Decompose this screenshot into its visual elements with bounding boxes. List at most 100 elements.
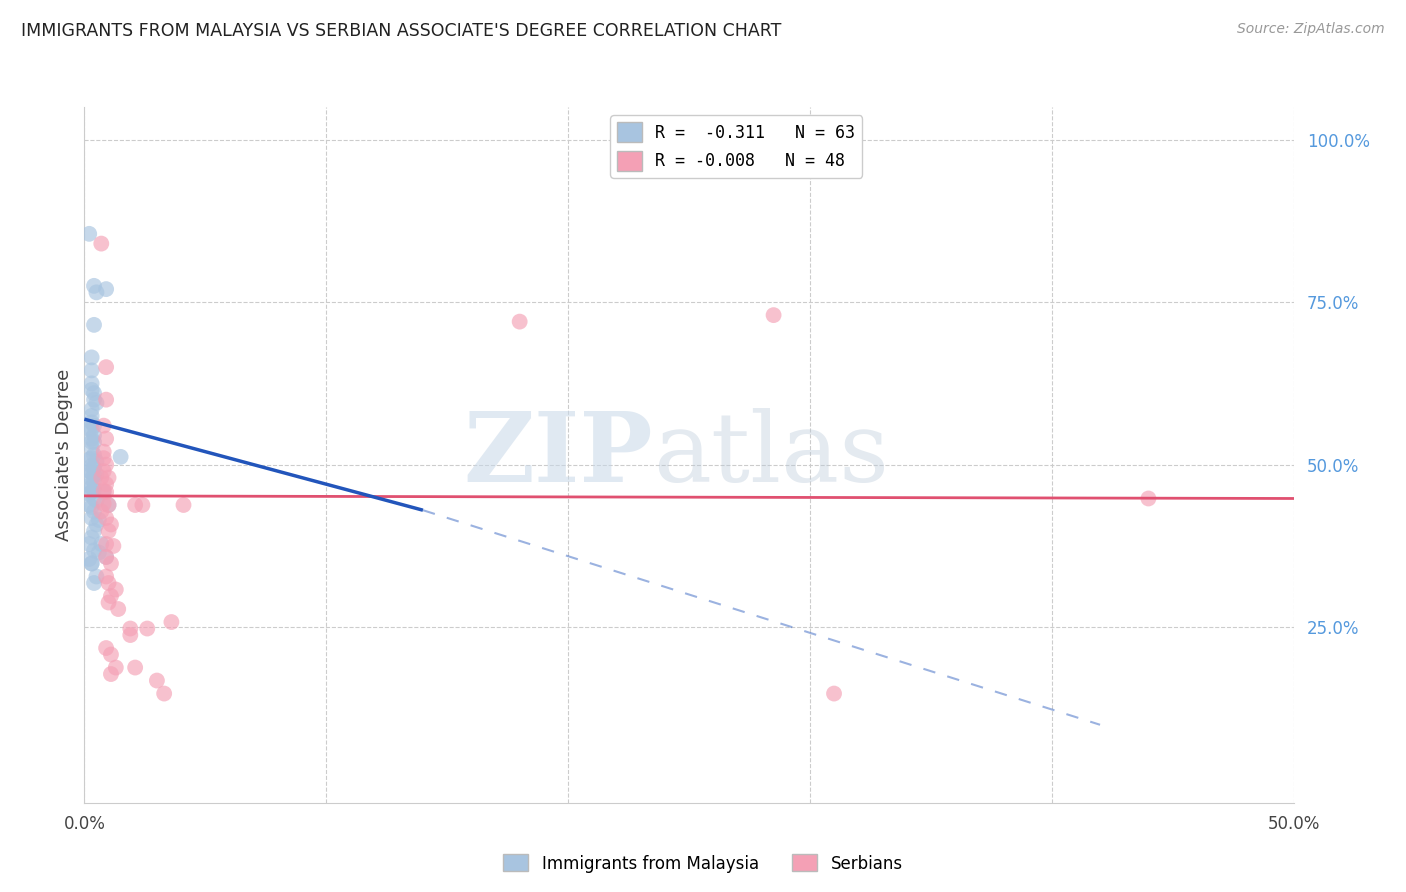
Point — [103, 539, 125, 553]
Point — [93, 497, 115, 511]
Point — [83, 483, 105, 497]
Point — [120, 628, 142, 642]
Point — [80, 557, 103, 571]
Point — [80, 485, 103, 500]
Point — [86, 493, 108, 508]
Point — [93, 464, 115, 478]
Point — [90, 236, 112, 251]
Point — [77, 422, 100, 436]
Point — [80, 351, 103, 365]
Point — [83, 524, 105, 538]
Point — [77, 478, 100, 492]
Point — [97, 524, 120, 538]
Point — [77, 487, 100, 501]
Point — [80, 480, 103, 494]
Point — [90, 471, 112, 485]
Point — [97, 498, 120, 512]
Point — [100, 667, 122, 681]
Point — [83, 491, 105, 506]
Point — [120, 622, 142, 636]
Point — [762, 308, 785, 322]
Point — [94, 485, 117, 500]
Point — [83, 543, 105, 558]
Point — [83, 428, 105, 442]
Point — [87, 545, 110, 559]
Point — [160, 615, 183, 629]
Point — [107, 602, 129, 616]
Point — [83, 318, 105, 332]
Point — [83, 504, 105, 518]
Point — [80, 466, 103, 480]
Point — [97, 576, 120, 591]
Point — [80, 531, 103, 545]
Point — [83, 386, 105, 401]
Point — [90, 537, 112, 551]
Point — [93, 418, 115, 433]
Point — [77, 498, 100, 512]
Point — [86, 517, 108, 532]
Point — [83, 467, 105, 482]
Point — [86, 569, 108, 583]
Point — [94, 282, 117, 296]
Text: atlas: atlas — [652, 408, 889, 502]
Point — [94, 511, 117, 525]
Point — [93, 444, 115, 458]
Point — [80, 442, 103, 456]
Point — [77, 227, 100, 241]
Point — [94, 549, 117, 564]
Text: ZIP: ZIP — [463, 408, 652, 502]
Point — [90, 504, 112, 518]
Point — [80, 511, 103, 525]
Point — [94, 537, 117, 551]
Point — [136, 622, 159, 636]
Point — [97, 595, 120, 609]
Point — [86, 285, 108, 300]
Point — [173, 498, 195, 512]
Point — [94, 549, 117, 564]
Point — [94, 392, 117, 407]
Point — [97, 498, 120, 512]
Point — [93, 483, 115, 498]
Point — [94, 432, 117, 446]
Point — [80, 409, 103, 423]
Point — [83, 576, 105, 591]
Point — [83, 448, 105, 462]
Point — [94, 569, 117, 583]
Y-axis label: Associate's Degree: Associate's Degree — [55, 368, 73, 541]
Point — [80, 376, 103, 391]
Point — [110, 450, 132, 464]
Point — [80, 432, 103, 446]
Legend: R =  -0.311   N = 63, R = -0.008   N = 48: R = -0.311 N = 63, R = -0.008 N = 48 — [610, 115, 862, 178]
Point — [83, 461, 105, 475]
Text: IMMIGRANTS FROM MALAYSIA VS SERBIAN ASSOCIATE'S DEGREE CORRELATION CHART: IMMIGRANTS FROM MALAYSIA VS SERBIAN ASSO… — [21, 22, 782, 40]
Point — [146, 673, 169, 688]
Point — [77, 537, 100, 551]
Point — [80, 500, 103, 514]
Point — [97, 471, 120, 485]
Point — [80, 416, 103, 430]
Point — [83, 474, 105, 488]
Point — [77, 452, 100, 467]
Point — [83, 392, 105, 407]
Point — [153, 687, 176, 701]
Point — [86, 454, 108, 468]
Point — [93, 485, 115, 500]
Point — [80, 402, 103, 417]
Text: Source: ZipAtlas.com: Source: ZipAtlas.com — [1237, 22, 1385, 37]
Point — [823, 687, 845, 701]
Point — [124, 660, 146, 674]
Point — [124, 498, 146, 512]
Point — [93, 451, 115, 466]
Point — [1137, 491, 1160, 506]
Point — [86, 467, 108, 482]
Point — [94, 360, 117, 375]
Point — [77, 464, 100, 478]
Point — [80, 557, 103, 571]
Point — [104, 582, 127, 597]
Point — [131, 498, 153, 512]
Point — [94, 458, 117, 472]
Point — [80, 434, 103, 449]
Point — [80, 383, 103, 397]
Point — [80, 422, 103, 436]
Point — [509, 315, 531, 329]
